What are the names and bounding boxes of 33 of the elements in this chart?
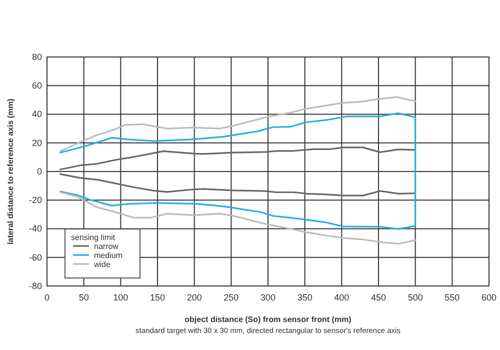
y-tick-label: -20 bbox=[28, 195, 42, 206]
y-tick-label: 20 bbox=[32, 138, 42, 148]
x-tick-label: 0 bbox=[44, 292, 50, 302]
line-series bbox=[59, 112, 416, 230]
x-tick-label: 500 bbox=[408, 292, 423, 302]
x-tick-label: 350 bbox=[297, 292, 312, 302]
x-axis-title: object distance (So) from sensor front (mm) bbox=[184, 315, 352, 324]
y-tick-label: 80 bbox=[32, 52, 42, 62]
y-tick-label: -60 bbox=[28, 252, 42, 262]
x-tick-label: 550 bbox=[444, 292, 460, 302]
x-tick-label: 150 bbox=[150, 292, 166, 302]
y-tick-label: 40 bbox=[32, 109, 42, 120]
legend-label: narrow bbox=[94, 242, 119, 251]
x-tick-label: 50 bbox=[78, 292, 89, 302]
legend-title: sensing limit bbox=[71, 233, 116, 242]
y-tick-label: 60 bbox=[32, 80, 42, 91]
y-tick-label: 0 bbox=[36, 166, 42, 176]
x-tick-label: 400 bbox=[334, 292, 350, 302]
x-tick-label: 250 bbox=[224, 292, 239, 302]
x-tick-label: 450 bbox=[370, 292, 386, 302]
x-tick-label: 300 bbox=[260, 292, 276, 302]
x-tick-label: 200 bbox=[186, 292, 202, 302]
x-tick-label: 600 bbox=[481, 292, 497, 302]
y-tick-label: -40 bbox=[28, 224, 42, 234]
line-series bbox=[59, 173, 416, 196]
y-axis-title: lateral distance to reference axis (mm) bbox=[6, 98, 15, 244]
line-series bbox=[59, 96, 416, 152]
line-series bbox=[59, 191, 416, 245]
line-series bbox=[59, 146, 416, 170]
legend-label: medium bbox=[94, 251, 123, 260]
legend-label: wide bbox=[93, 260, 112, 269]
x-tick-label: 100 bbox=[113, 292, 128, 302]
y-tick-label: -80 bbox=[28, 280, 42, 291]
